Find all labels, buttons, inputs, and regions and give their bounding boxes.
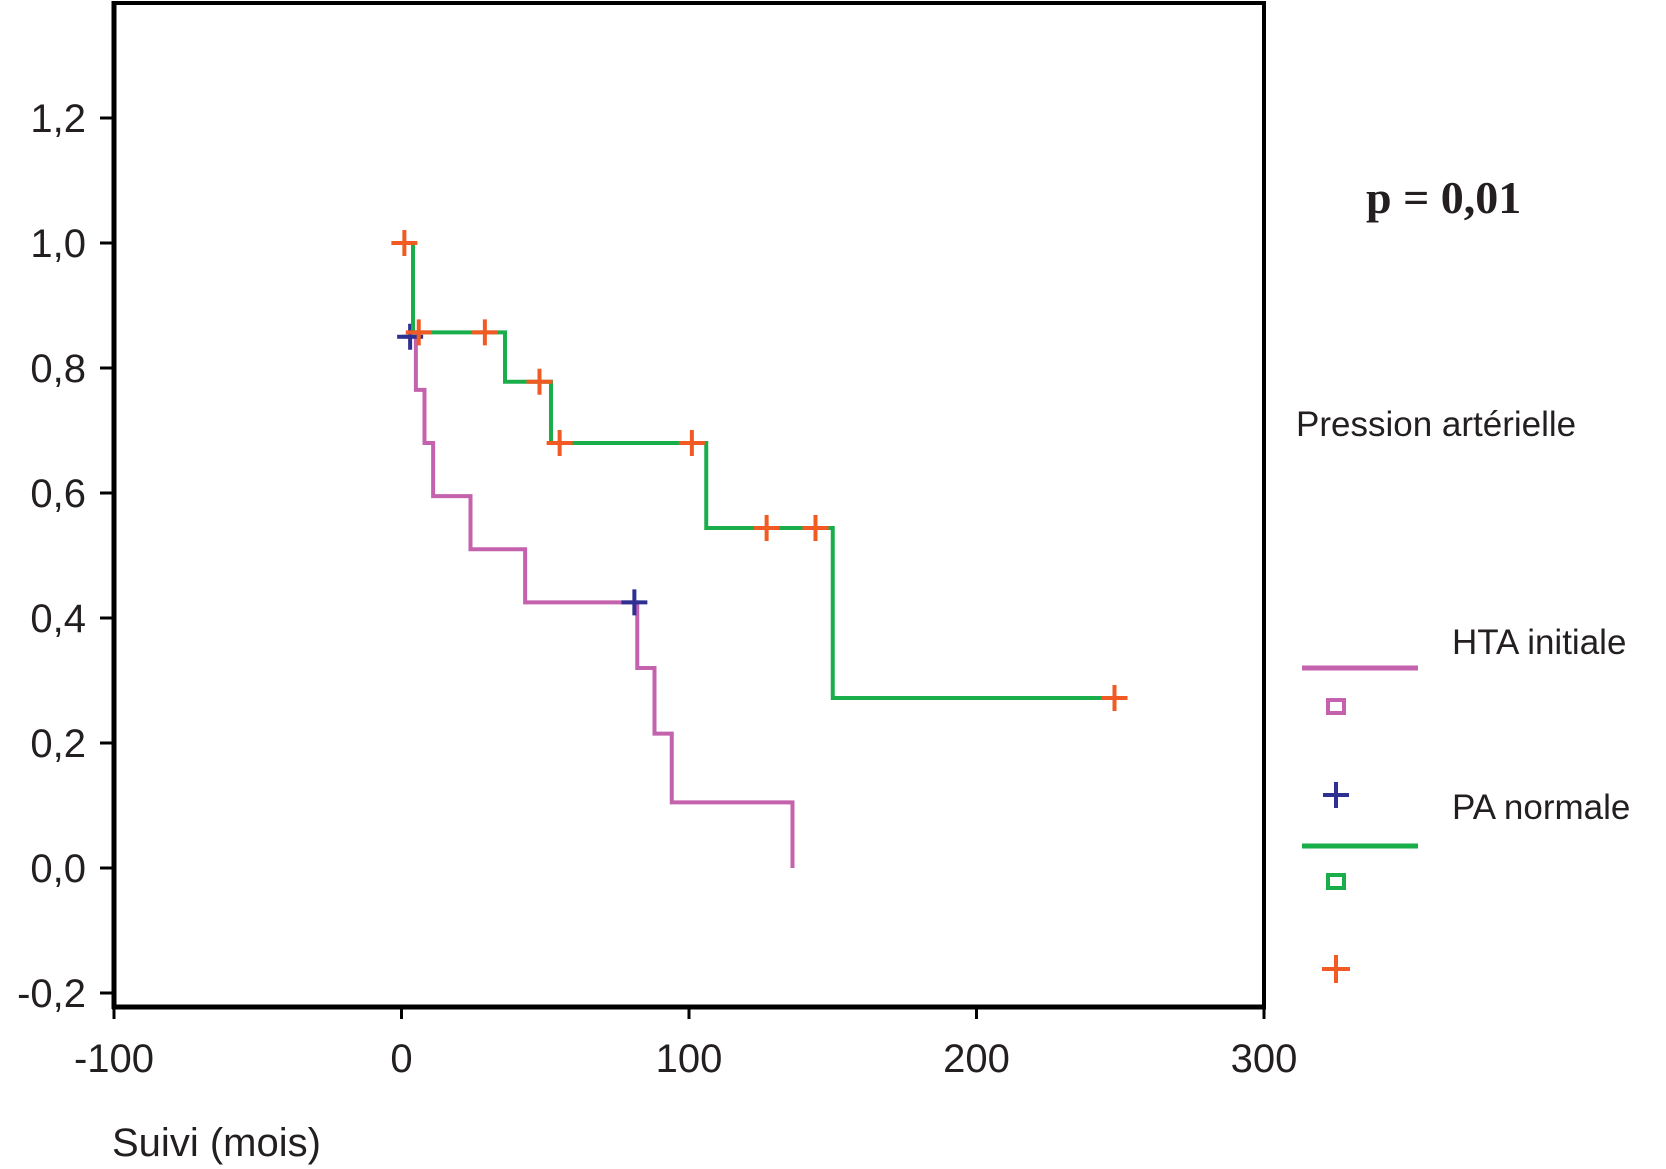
legend-pa-label: PA normale xyxy=(1452,788,1630,827)
y-tick-label: 0,2 xyxy=(30,722,86,766)
legend-hta-censor-icon xyxy=(1323,782,1349,808)
y-tick-label: 0,0 xyxy=(30,847,86,891)
y-tick-label: 0,4 xyxy=(30,597,86,641)
legend-hta-square-icon xyxy=(1326,698,1346,715)
x-tick-label: 0 xyxy=(390,1037,412,1081)
censor-mark xyxy=(1101,685,1128,711)
censor-mark xyxy=(471,319,498,346)
y-tick-label: 0,6 xyxy=(30,472,86,516)
legend-hta-label: HTA initiale xyxy=(1452,623,1626,662)
x-tick-label: -100 xyxy=(74,1037,154,1081)
p-value-annotation: p = 0,01 xyxy=(1366,172,1521,223)
series-line-pa-normale xyxy=(407,241,1115,700)
censor-mark xyxy=(405,319,432,346)
legend-pa-censor-icon xyxy=(1322,955,1350,983)
x-axis-title: Suivi (mois) xyxy=(112,1121,321,1165)
y-tick-label: -0,2 xyxy=(17,972,86,1016)
y-tick-label: 0,8 xyxy=(30,347,86,391)
y-axis-ticks: 1,2 1,0 0,8 0,6 0,4 0,2 0,0 -0,2 xyxy=(17,97,114,1016)
censor-mark xyxy=(753,515,780,541)
censor-mark xyxy=(546,430,573,456)
series-line-hta-initiale xyxy=(401,334,795,868)
censor-mark xyxy=(391,230,418,256)
x-tick-label: 200 xyxy=(943,1037,1010,1081)
legend-title: Pression artérielle xyxy=(1296,405,1576,444)
series-layer xyxy=(391,230,1128,868)
censor-mark xyxy=(678,430,705,456)
censor-mark xyxy=(526,368,553,395)
x-axis-ticks: -100 0 100 200 300 xyxy=(74,1007,1297,1081)
legend: Pression artérielle HTA initiale PA norm… xyxy=(1296,405,1630,983)
x-tick-label: 300 xyxy=(1231,1037,1298,1081)
censor-mark xyxy=(621,589,648,616)
y-tick-label: 1,0 xyxy=(30,222,86,266)
censor-mark xyxy=(802,515,829,541)
x-tick-label: 100 xyxy=(656,1037,723,1081)
y-tick-label: 1,2 xyxy=(30,97,86,141)
legend-pa-square-icon xyxy=(1326,873,1346,890)
